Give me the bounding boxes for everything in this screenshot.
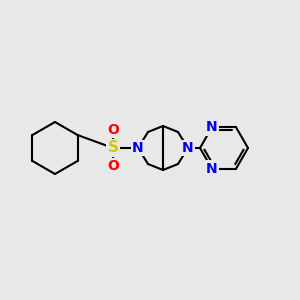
Text: N: N (206, 120, 218, 134)
Text: S: S (107, 140, 118, 155)
Text: O: O (107, 159, 119, 173)
Text: N: N (132, 141, 144, 155)
Text: N: N (182, 141, 194, 155)
Text: O: O (107, 123, 119, 137)
Text: N: N (206, 162, 218, 176)
